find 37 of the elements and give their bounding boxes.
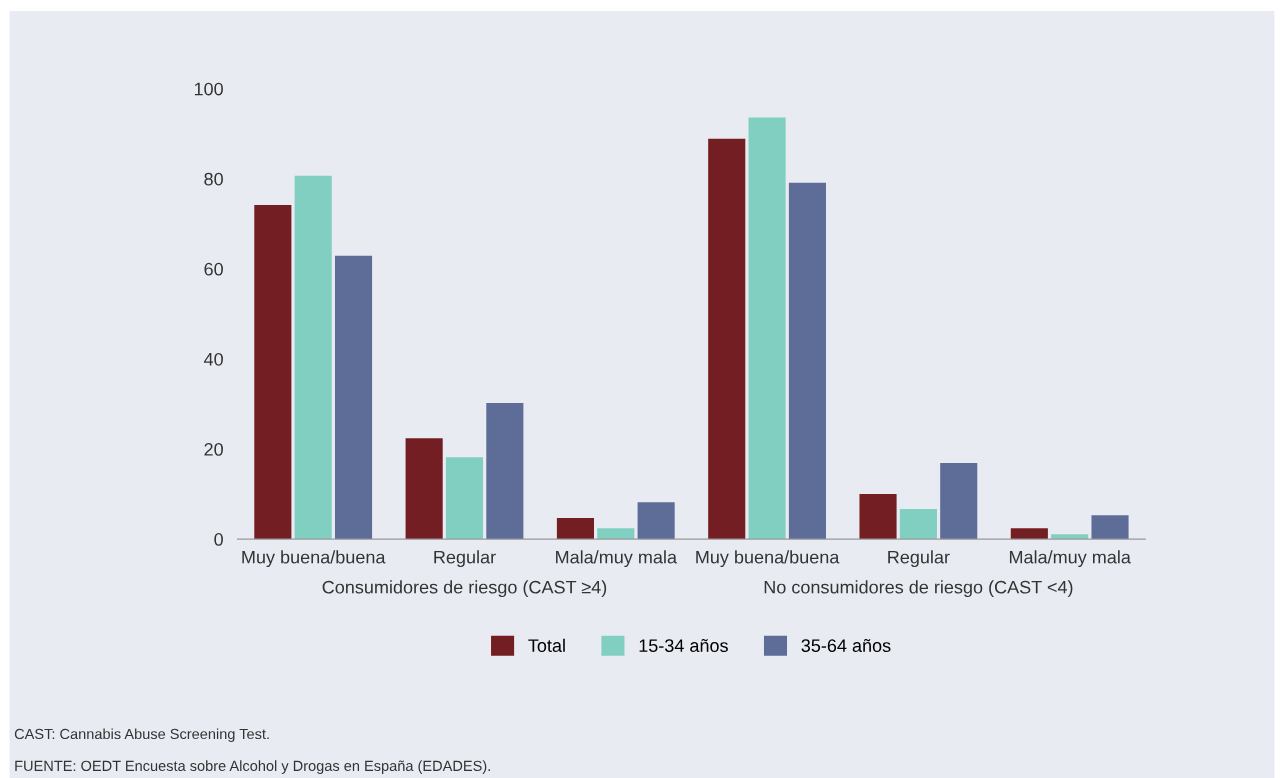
bar bbox=[597, 528, 635, 540]
bar bbox=[1091, 515, 1129, 540]
x-tick-label: Mala/muy mala bbox=[556, 550, 677, 568]
y-tick-label: 60 bbox=[204, 262, 223, 276]
bar bbox=[556, 517, 594, 540]
x-tick-label: Muy buena/buena bbox=[696, 550, 840, 568]
y-tick-label: 40 bbox=[203, 352, 223, 366]
source-note: FUENTE: OEDT Encuesta sobre Alcohol y Drogas en España (EDADES). bbox=[15, 760, 490, 774]
bar bbox=[859, 494, 897, 540]
bar bbox=[1010, 528, 1048, 540]
bar bbox=[334, 255, 373, 540]
x-tick-label: Regular bbox=[434, 550, 496, 568]
bar bbox=[294, 175, 332, 540]
bar bbox=[788, 182, 826, 540]
bar bbox=[708, 138, 746, 540]
y-tick-label: 0 bbox=[214, 533, 223, 546]
bar bbox=[445, 457, 484, 540]
y-tick-label: 100 bbox=[194, 82, 223, 96]
legend-label: Total bbox=[528, 638, 565, 653]
x-tick-label: Muy buena/buena bbox=[242, 550, 386, 568]
legend-label: 35-64 años bbox=[801, 638, 891, 653]
text: CAST: Cannabis Abuse Screening Test. bbox=[14, 728, 269, 743]
text: Consumidores de riesgo (CAST ≥4) bbox=[322, 580, 607, 598]
legend-label: 15-34 años bbox=[639, 638, 728, 653]
bar bbox=[254, 204, 292, 540]
x-tick-label: Mala/muy mala bbox=[1009, 550, 1131, 568]
bar bbox=[637, 502, 675, 540]
bar bbox=[405, 438, 443, 540]
bar bbox=[940, 463, 978, 540]
bar bbox=[486, 403, 524, 540]
text: No consumidores de riesgo (CAST <4) bbox=[764, 580, 1073, 598]
bar bbox=[899, 508, 937, 540]
bar bbox=[1051, 534, 1089, 540]
y-tick-label: 20 bbox=[204, 443, 223, 456]
x-tick-label: Regular bbox=[888, 550, 950, 568]
y-tick-label: 80 bbox=[204, 172, 223, 186]
bar bbox=[748, 117, 786, 540]
